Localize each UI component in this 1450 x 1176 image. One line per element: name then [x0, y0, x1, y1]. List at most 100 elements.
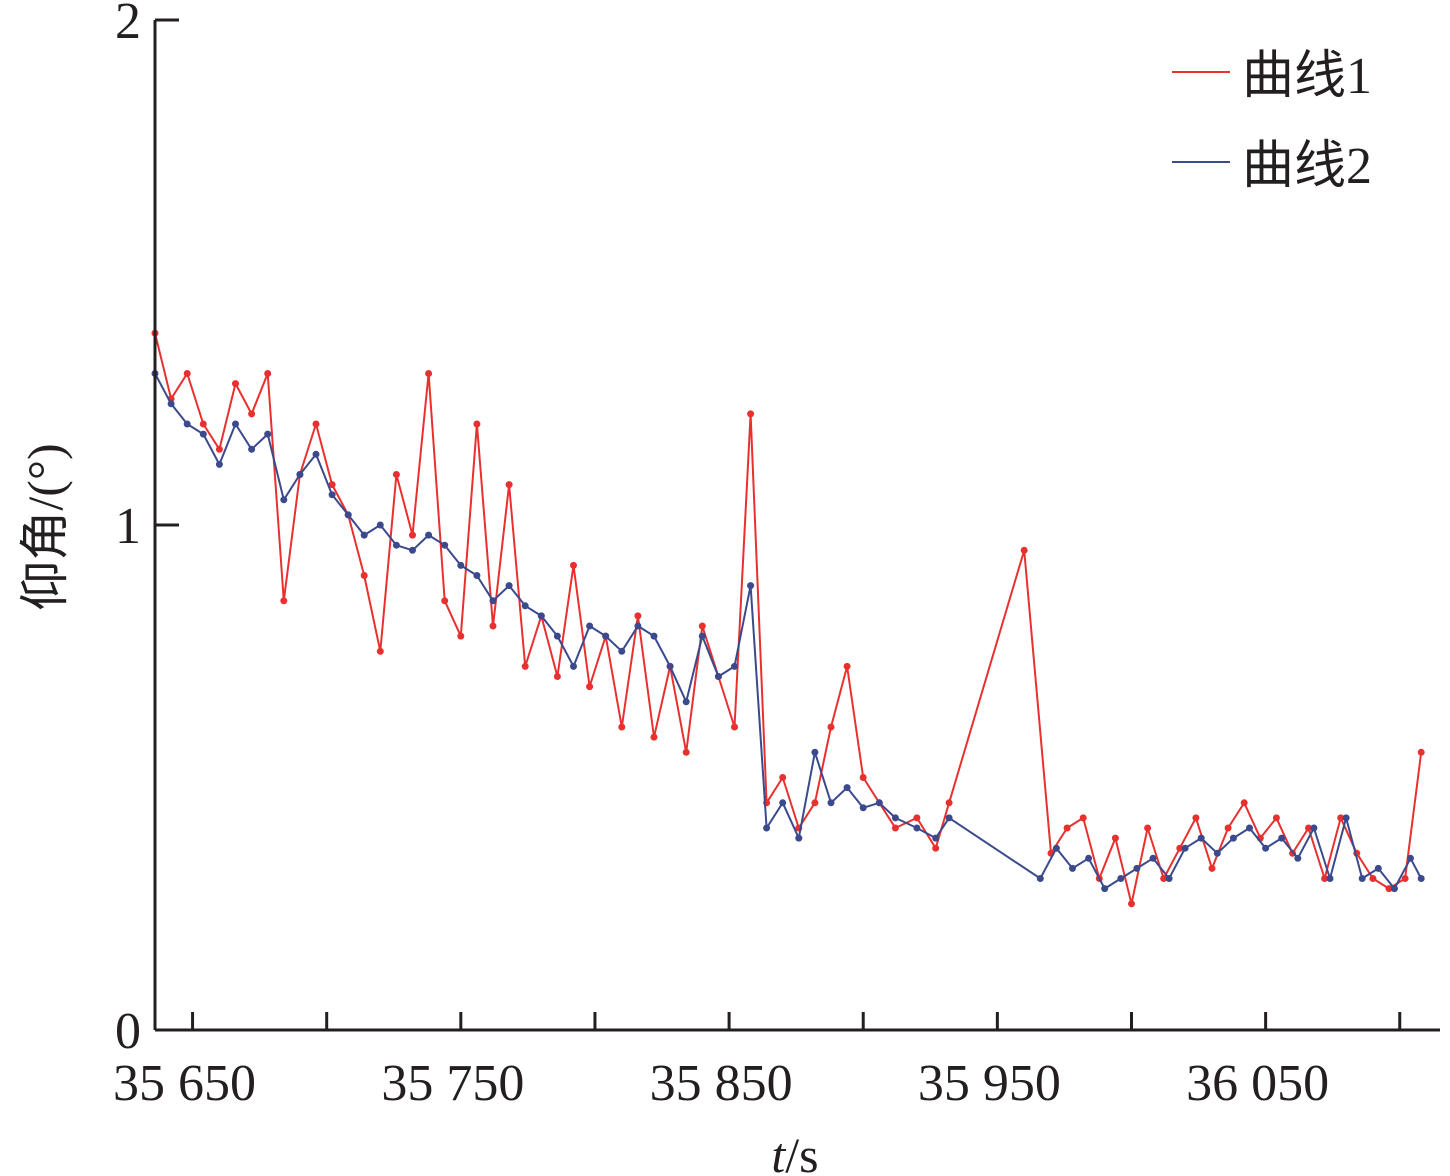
series-2-point	[634, 622, 642, 630]
series-2-point	[409, 546, 416, 554]
series-2-point	[1358, 875, 1366, 882]
series-2-point	[473, 572, 481, 579]
series-1-point	[827, 723, 835, 731]
series-1-point	[1240, 799, 1248, 807]
series-1-point	[457, 632, 465, 640]
series-2-point	[913, 824, 921, 832]
series-1-point	[913, 814, 921, 822]
series-1-point	[1192, 814, 1200, 822]
series-2-point	[1133, 864, 1141, 872]
series-1-point	[1369, 875, 1377, 882]
series-2-point	[328, 491, 336, 499]
legend-label-series-1: 曲线1	[1242, 48, 1372, 105]
series-1-point	[1401, 875, 1409, 882]
x-tick-label: 35 650	[113, 1055, 256, 1112]
series-1-point	[843, 662, 851, 670]
legend-label-series-2: 曲线2	[1242, 138, 1372, 195]
series-2-point	[521, 602, 529, 610]
series-2-point	[441, 541, 449, 549]
series-1-point	[945, 799, 953, 807]
series-2-point	[1310, 824, 1318, 832]
series-2-point	[1036, 875, 1044, 882]
series-2-point	[489, 597, 497, 605]
series-2-point	[698, 632, 706, 640]
series-2-point	[945, 814, 953, 822]
series-1-point	[1385, 885, 1393, 893]
series-1-point	[1020, 546, 1028, 554]
series-1-point	[312, 420, 320, 428]
series-2-point	[1342, 814, 1350, 822]
series-1-point	[586, 683, 594, 691]
series-1-point	[682, 748, 690, 756]
series-2-point	[537, 612, 545, 620]
series-2-point	[1278, 834, 1286, 842]
series-2-point	[1229, 834, 1237, 842]
x-axis-title: t/s	[771, 1127, 818, 1176]
series-2-point	[376, 521, 384, 529]
y-tick-label: 0	[115, 1003, 141, 1060]
series-2-point	[714, 673, 722, 680]
series-2-point	[425, 531, 433, 539]
series-1-point	[1337, 814, 1345, 822]
series-line-2	[154, 373, 1423, 890]
series-1-point	[489, 622, 497, 630]
series-2-point	[1407, 854, 1414, 862]
series-2-point	[1262, 844, 1270, 852]
series-2-point	[1117, 875, 1125, 882]
y-ticks: 0 1 2	[115, 0, 179, 1060]
series-1-point	[570, 561, 577, 569]
series-2-point	[586, 622, 594, 630]
series-1-point	[779, 774, 787, 781]
series-2-point	[932, 834, 940, 842]
series-2-point	[747, 582, 755, 590]
series-2-point	[312, 450, 320, 458]
series-1-point	[1079, 814, 1087, 822]
series-1-point	[932, 844, 940, 852]
series-2-point	[1417, 875, 1425, 882]
series-1-point	[425, 370, 433, 377]
series-2-point	[1326, 875, 1334, 882]
series-1-point	[1224, 824, 1232, 832]
y-axis-title: 仰角/(°)	[17, 443, 73, 610]
series-2-point	[875, 799, 883, 807]
series-2-point	[344, 511, 352, 519]
series-2-point	[1085, 854, 1093, 862]
series-2-point	[650, 632, 658, 640]
series-1-point	[731, 723, 738, 731]
series-2-point	[602, 632, 610, 640]
series-2-point	[827, 799, 835, 807]
series-1-point	[521, 662, 529, 670]
series-2-point	[1197, 834, 1205, 842]
series-1-point	[1176, 844, 1184, 852]
series-2-point	[360, 531, 368, 539]
series-2-point	[682, 698, 690, 706]
series-1-point	[1160, 875, 1168, 882]
series-line-1	[154, 332, 1423, 905]
x-tick-label: 35 950	[918, 1055, 1061, 1112]
series-1-point	[392, 471, 400, 478]
series-1-point	[553, 673, 561, 680]
y-tick-label: 2	[115, 0, 141, 50]
series-2-point	[232, 420, 239, 428]
series-1-point	[360, 572, 368, 579]
series-1-point	[409, 531, 416, 539]
plot-series	[151, 329, 1425, 908]
series-2-point	[280, 496, 288, 504]
series-2-point	[795, 834, 803, 842]
series-2-point	[199, 430, 207, 438]
series-1-point	[264, 370, 272, 377]
series-1-point	[1208, 864, 1216, 872]
series-1-point	[1111, 834, 1119, 842]
series-2-point	[553, 632, 561, 640]
series-1-point	[811, 799, 819, 807]
series-2-point	[811, 748, 819, 756]
series-2-point	[183, 420, 191, 428]
series-2-point	[859, 804, 867, 812]
series-1-point	[891, 824, 899, 832]
series-1-point	[215, 445, 223, 453]
series-1-point	[1305, 824, 1312, 832]
series-2-point	[1165, 875, 1173, 882]
series-1-point	[280, 597, 288, 605]
series-2-point	[264, 430, 272, 438]
